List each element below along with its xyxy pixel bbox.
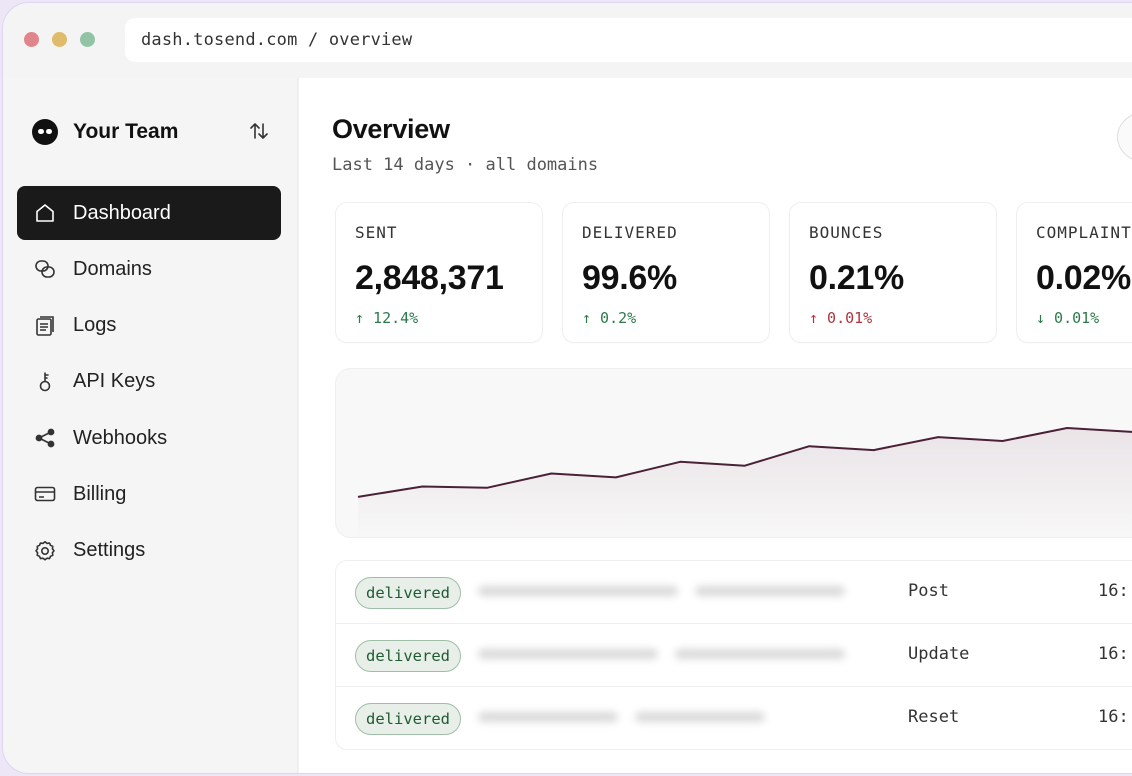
chart-area-fill [358,428,1132,537]
maximize-window-button[interactable] [80,32,95,47]
sidebar-item-label: Webhooks [73,426,168,449]
log-row[interactable]: delivered Update 16: [336,624,1132,687]
sidebar-item-webhooks[interactable]: Webhooks [17,411,281,465]
key-icon [39,372,51,392]
log-type: Update [908,644,970,664]
stat-value: 0.21% [809,259,904,297]
stat-delta: ↑ 12.4% [355,309,419,327]
status-badge: delivered [355,640,461,672]
team-switcher[interactable]: Your Team [32,117,272,147]
credit-card-icon [34,487,56,502]
status-badge: delivered [355,577,461,609]
sidebar: Your Team Dashboard Domains [3,78,298,773]
page-subtitle: Last 14 days · all domains [332,155,599,175]
minimize-window-button[interactable] [52,32,67,47]
stat-delta: ↓ 0.01% [1036,309,1100,327]
sidebar-item-settings[interactable]: Settings [17,524,281,578]
share-icon [35,428,55,448]
browser-titlebar: dash.tosend.com / overview [3,3,1132,78]
stat-label: COMPLAINTS [1036,223,1132,242]
status-badge: delivered [355,703,461,735]
redacted-recipient [478,709,765,727]
stat-label: BOUNCES [809,223,884,242]
sidebar-item-label: API Keys [73,370,156,393]
log-row[interactable]: delivered Reset 16: [336,687,1132,749]
sidebar-item-domains[interactable]: Domains [17,242,281,296]
stat-value: 2,848,371 [355,259,504,297]
gear-icon [35,540,55,561]
redacted-recipient [478,646,845,664]
stat-card-bounces: BOUNCES 0.21% ↑ 0.01% [789,202,997,343]
sidebar-item-label: Domains [73,257,152,280]
stat-delta: ↑ 0.01% [809,309,873,327]
stat-card-delivered: DELIVERED 99.6% ↑ 0.2% [562,202,770,343]
stat-card-sent: SENT 2,848,371 ↑ 12.4% [335,202,543,343]
log-time: 16: [1098,644,1129,664]
browser-window: dash.tosend.com / overview Your Team Das… [3,3,1132,773]
home-icon [36,204,54,222]
chart-series-line [357,427,1132,498]
sidebar-item-label: Billing [73,482,127,505]
sidebar-item-logs[interactable]: Logs [17,299,281,353]
log-row[interactable]: delivered Post 16: [336,561,1132,624]
redacted-recipient [478,583,845,601]
sidebar-item-api-keys[interactable]: API Keys [17,355,281,409]
close-window-button[interactable] [24,32,39,47]
log-type: Reset [908,707,960,727]
area-chart-svg [357,427,1132,537]
sidebar-item-dashboard[interactable]: Dashboard [17,186,281,240]
page-title: Overview [332,114,450,144]
stat-value: 0.02% [1036,259,1131,297]
user-menu-button[interactable] [1117,111,1132,163]
stat-value: 99.6% [582,259,677,297]
team-logo-icon [32,119,58,145]
stat-label: DELIVERED [582,223,678,242]
sidebar-nav: Dashboard Domains Logs API Keys [17,186,281,580]
sidebar-item-billing[interactable]: Billing [17,467,281,521]
sent-volume-chart [335,368,1132,538]
log-time: 16: [1098,707,1129,727]
domains-icon [35,260,55,279]
team-name: Your Team [73,120,179,143]
logs-icon [36,315,54,336]
sidebar-item-label: Logs [73,314,117,337]
main-content: Overview Last 14 days · all domains SENT… [299,78,1132,773]
log-type: Post [908,581,949,601]
stat-delta: ↑ 0.2% [582,309,637,327]
stat-label: SENT [355,223,398,242]
switch-arrows-icon[interactable] [247,119,271,143]
sidebar-item-label: Settings [73,539,146,562]
address-bar[interactable]: dash.tosend.com / overview [125,18,1132,62]
sidebar-item-label: Dashboard [73,201,171,224]
recent-logs-list: delivered Post 16: delivered Update 16: … [335,560,1132,750]
log-time: 16: [1098,581,1129,601]
stat-card-complaints: COMPLAINTS 0.02% ↓ 0.01% [1016,202,1132,343]
